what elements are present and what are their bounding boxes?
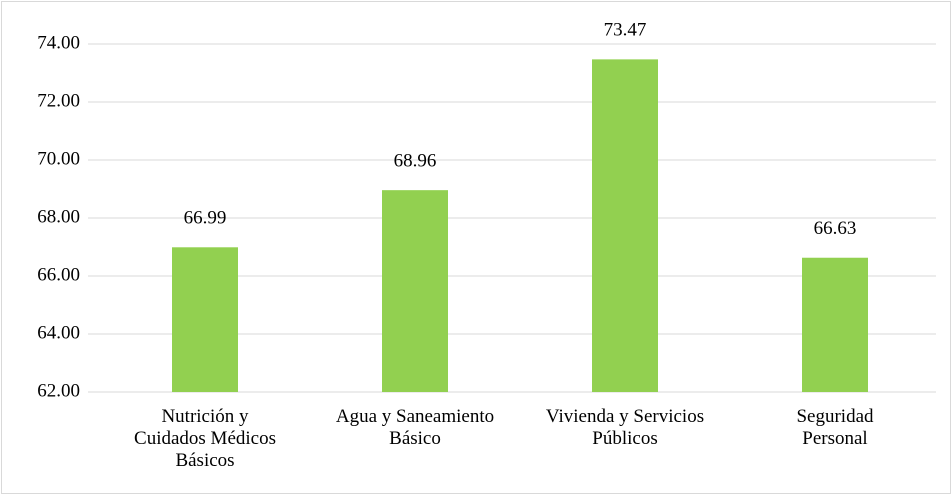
bar xyxy=(172,247,238,392)
y-tick-label: 74.00 xyxy=(37,32,80,53)
data-label: 66.63 xyxy=(814,218,857,239)
y-tick-label: 72.00 xyxy=(37,90,80,111)
data-label: 73.47 xyxy=(604,20,647,41)
x-tick-label: Nutrición y Cuidados Médicos Básicos xyxy=(134,406,276,471)
y-tick-label: 62.00 xyxy=(37,380,80,401)
y-tick-label: 70.00 xyxy=(37,148,80,169)
bar xyxy=(592,59,658,393)
x-tick-label: Seguridad Personal xyxy=(796,406,874,449)
bar xyxy=(802,257,868,392)
data-label: 68.96 xyxy=(394,151,437,172)
x-tick-label: Vivienda y Servicios Públicos xyxy=(545,406,705,449)
x-tick-label: Agua y Saneamiento Básico xyxy=(335,406,495,449)
data-label: 66.99 xyxy=(184,208,227,229)
y-tick-label: 68.00 xyxy=(37,206,80,227)
y-tick-label: 64.00 xyxy=(37,322,80,343)
bar xyxy=(382,190,448,392)
y-tick-label: 66.00 xyxy=(37,264,80,285)
